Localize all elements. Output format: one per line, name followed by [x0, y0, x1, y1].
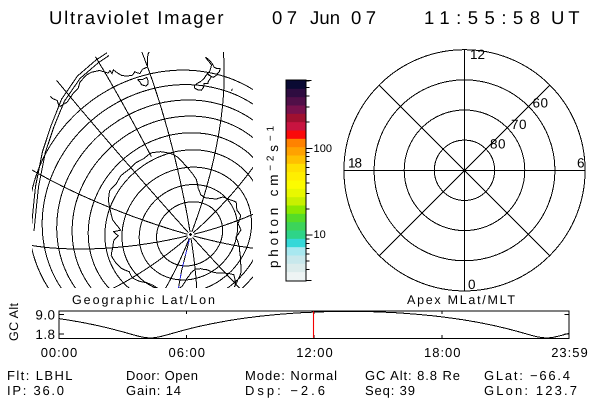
svg-text:Dsp: −2.6: Dsp: −2.6: [245, 383, 325, 398]
svg-text:06:00: 06:00: [169, 345, 206, 360]
svg-text:Gain: 14: Gain: 14: [126, 383, 181, 398]
svg-text:9.0: 9.0: [35, 308, 55, 323]
svg-text:70: 70: [511, 117, 527, 132]
svg-text:80: 80: [490, 137, 506, 152]
svg-text:6: 6: [577, 156, 585, 171]
svg-text:Apex MLat/MLT: Apex MLat/MLT: [407, 293, 515, 307]
svg-text:23:59: 23:59: [551, 345, 588, 360]
svg-text:12:00: 12:00: [296, 345, 333, 360]
svg-text:Jun: Jun: [310, 7, 340, 28]
svg-text:Seq: 39: Seq: 39: [365, 383, 415, 398]
svg-text:60: 60: [533, 96, 549, 111]
svg-text:00:00: 00:00: [41, 345, 77, 360]
svg-text:Door: Open: Door: Open: [126, 368, 198, 383]
svg-text:100: 100: [314, 143, 333, 155]
svg-text:1.8: 1.8: [35, 327, 55, 342]
svg-text:0: 0: [468, 277, 476, 292]
svg-text:GLon: 123.7: GLon: 123.7: [484, 383, 577, 398]
svg-text:10: 10: [314, 229, 326, 241]
svg-text:photon cm−2s−1: photon cm−2s−1: [266, 122, 282, 268]
svg-text:GC Alt: GC Alt: [7, 302, 21, 341]
svg-text:18:00: 18:00: [424, 345, 461, 360]
svg-text:GLat: −66.4: GLat: −66.4: [484, 368, 570, 383]
svg-text:Mode: Normal: Mode: Normal: [245, 368, 337, 383]
svg-text:12: 12: [470, 47, 485, 62]
svg-text:GC Alt: 8.8 Re: GC Alt: 8.8 Re: [365, 368, 460, 383]
svg-text:18: 18: [348, 156, 362, 171]
svg-text:Geographic Lat/Lon: Geographic Lat/Lon: [72, 293, 215, 307]
svg-text:Flt: LBHL: Flt: LBHL: [7, 368, 73, 383]
